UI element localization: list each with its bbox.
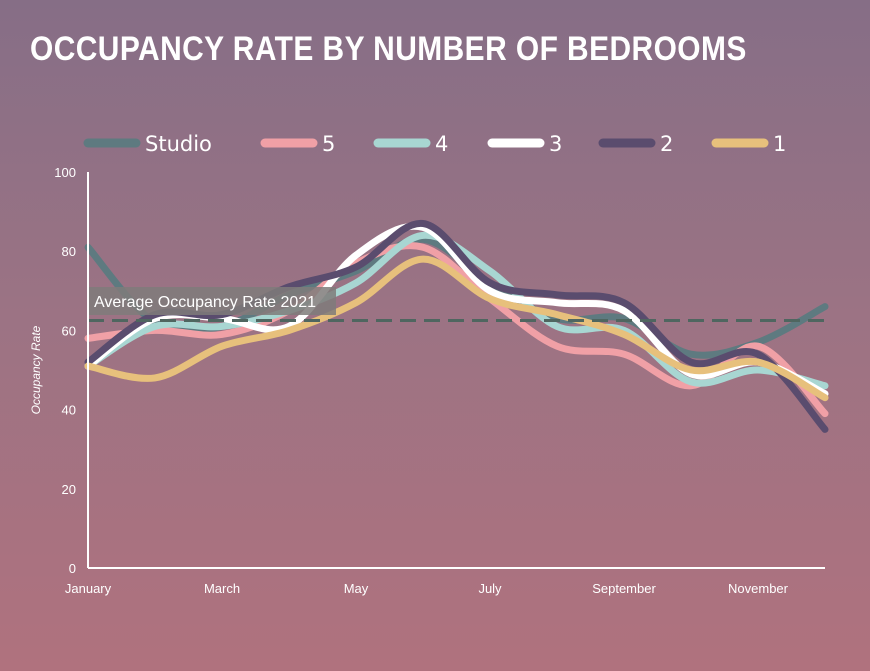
legend-label-2: 2	[660, 132, 673, 156]
average-layer: Average Occupancy Rate 2021	[88, 287, 825, 322]
series-layer	[84, 219, 829, 433]
x-tick-label-march: March	[204, 581, 240, 596]
y-tick-label-40: 40	[62, 403, 76, 418]
y-tick-label-80: 80	[62, 244, 76, 259]
y-tick-label-20: 20	[62, 482, 76, 497]
series-line-2	[84, 219, 829, 433]
x-tick-label-july: July	[478, 581, 502, 596]
chart-title: OCCUPANCY RATE BY NUMBER OF BEDROOMS	[30, 30, 747, 68]
y-tick-label-0: 0	[69, 561, 76, 576]
average-label-box	[88, 287, 336, 315]
legend-label-3: 3	[549, 132, 562, 156]
y-axis-label: Occupancy Rate	[29, 325, 43, 414]
axes: 0 20 40 60 80 100 January March May July September…	[29, 165, 825, 596]
legend-label-studio: Studio	[145, 132, 212, 156]
legend-label-1: 1	[773, 132, 786, 156]
x-tick-label-may: May	[344, 581, 369, 596]
average-label: Average Occupancy Rate 2021	[94, 294, 316, 311]
legend-label-5: 5	[322, 132, 335, 156]
x-tick-label-january: January	[65, 581, 112, 596]
y-tick-label-60: 60	[62, 323, 76, 338]
series-line-1	[84, 255, 829, 402]
y-tick-label-100: 100	[54, 165, 76, 180]
legend-label-4: 4	[435, 132, 448, 156]
legend: Studio 5 4 3 2 1	[83, 132, 786, 156]
x-tick-label-september: September	[592, 581, 656, 596]
x-tick-label-november: November	[728, 581, 789, 596]
